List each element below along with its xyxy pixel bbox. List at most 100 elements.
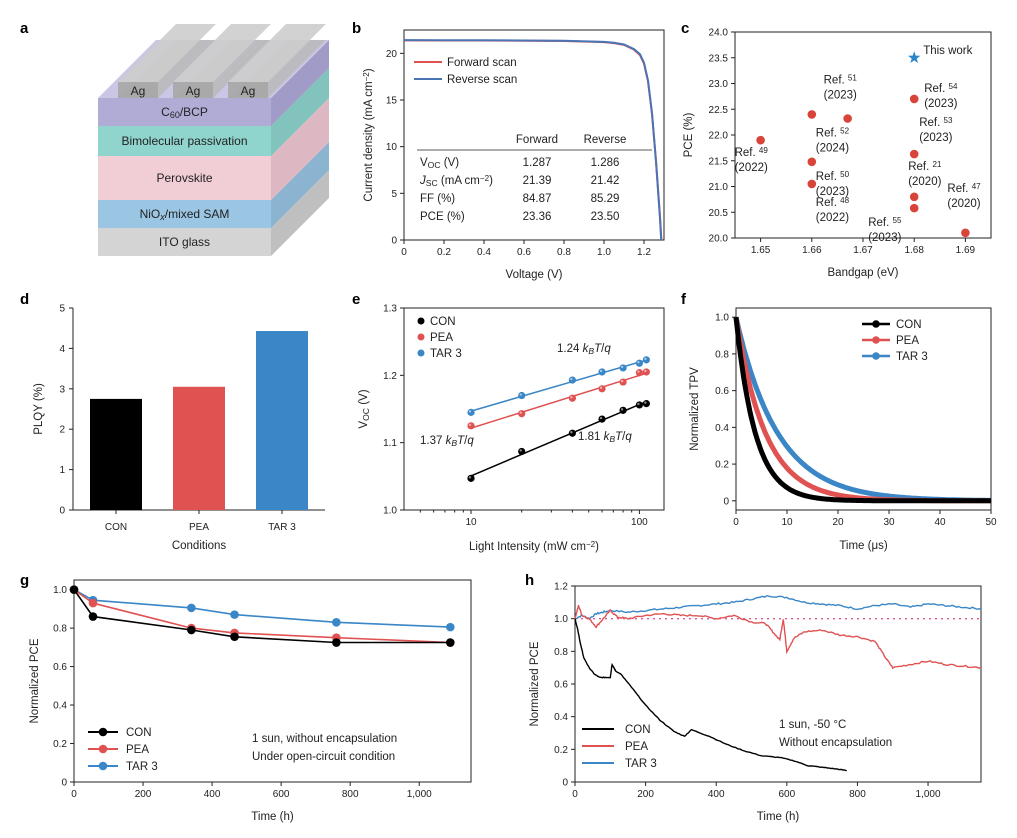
y-tick-label: 0.8 bbox=[715, 349, 729, 360]
data-point bbox=[445, 622, 455, 632]
data-point-highlight bbox=[644, 357, 647, 361]
fit-line-tar3 bbox=[470, 359, 647, 412]
x-tick-label: CON bbox=[105, 522, 127, 533]
data-point bbox=[635, 369, 643, 377]
reference-label: Ref. 53 bbox=[919, 116, 953, 129]
data-point-highlight bbox=[519, 393, 522, 396]
x-tick-label: 0 bbox=[572, 789, 578, 800]
data-point bbox=[230, 632, 239, 642]
x-tick-label: 600 bbox=[778, 789, 795, 800]
data-point-highlight bbox=[519, 411, 522, 414]
data-point-highlight bbox=[570, 431, 573, 434]
data-point bbox=[518, 447, 526, 456]
jv-series-line-1 bbox=[403, 39, 663, 241]
tpv-decay-chart: 0 10 20 30 40 50 0 0.2 0.4 0.6 0.8 1.0 CON PEA TAR 3 Ti… bbox=[689, 307, 997, 552]
data-point bbox=[445, 638, 455, 647]
data-point bbox=[568, 429, 576, 437]
layer-side bbox=[271, 68, 329, 156]
plot-frame bbox=[403, 29, 665, 241]
annotation-text: 1 sun, without encapsulation bbox=[252, 733, 397, 745]
x-axis-label: Light Intensity (mW cm−2) bbox=[469, 540, 599, 553]
reference-label: Ref. 55 bbox=[868, 216, 902, 229]
trace-con bbox=[574, 618, 847, 772]
legend-label: Forward scan bbox=[447, 57, 517, 69]
ag-contact-upper bbox=[228, 24, 326, 82]
panel-letter-g: g bbox=[20, 572, 29, 589]
legend-label: CON bbox=[625, 724, 651, 736]
legend-marker bbox=[417, 317, 425, 325]
panel-letter-f: f bbox=[681, 291, 687, 308]
data-point bbox=[635, 401, 643, 409]
y-tick-label: 22.5 bbox=[709, 105, 729, 116]
data-point bbox=[467, 422, 475, 430]
reference-year: (2023) bbox=[868, 232, 901, 244]
reference-label: Ref. 52 bbox=[816, 126, 850, 139]
reference-point bbox=[807, 110, 817, 119]
y-tick-label: 0 bbox=[391, 236, 397, 247]
x-tick-label: 30 bbox=[883, 517, 895, 528]
fit-slope-label: 1.81 kBT/q bbox=[578, 431, 632, 444]
stability-low-temp-chart: 0 200 400 600 800 1,000 0 0.2 0.4 0.6 0.8 1.0 1.2 CON… bbox=[529, 582, 982, 823]
legend-marker bbox=[98, 727, 108, 737]
data-point-highlight bbox=[637, 361, 640, 364]
panel-letter-h: h bbox=[525, 572, 534, 589]
table-cell-forward: 23.36 bbox=[523, 211, 552, 223]
x-tick-label: 800 bbox=[849, 789, 866, 800]
reference-point bbox=[807, 179, 817, 189]
x-tick-label: 100 bbox=[631, 517, 648, 528]
data-point bbox=[619, 406, 627, 414]
legend-marker bbox=[872, 336, 880, 344]
x-axis-label: Bandgap (eV) bbox=[828, 267, 899, 279]
data-point bbox=[332, 618, 341, 627]
legend-label: CON bbox=[896, 319, 922, 331]
bar-tar-3 bbox=[256, 331, 308, 510]
x-tick-label: 1.66 bbox=[802, 245, 822, 256]
table-cell-forward: 1.287 bbox=[523, 157, 552, 169]
y-tick-label: 5 bbox=[391, 189, 397, 200]
reference-label: Ref. 49 bbox=[735, 146, 769, 159]
data-point bbox=[598, 368, 606, 376]
annotation-text: 1 sun, -50 °C bbox=[779, 719, 846, 731]
y-tick-label: 15 bbox=[386, 96, 398, 107]
data-point bbox=[642, 356, 650, 364]
reference-year: (2023) bbox=[924, 98, 957, 110]
layer-label-nio: NiOx/mixed SAM bbox=[140, 207, 230, 222]
x-tick-label: 10 bbox=[465, 517, 477, 528]
table-cell-forward: 84.87 bbox=[523, 193, 552, 205]
y-tick-label: 0 bbox=[723, 496, 729, 507]
y-tick-label: 23.5 bbox=[709, 53, 729, 64]
layer-label: ITO glass bbox=[159, 235, 210, 249]
data-point-highlight bbox=[570, 396, 573, 399]
x-tick-label: 0.4 bbox=[477, 247, 491, 258]
reference-label: Ref. 48 bbox=[816, 196, 850, 209]
ag-contact-upper bbox=[118, 24, 216, 82]
ag-contact-front bbox=[118, 82, 158, 98]
y-tick-label: 1.3 bbox=[383, 304, 397, 315]
data-point bbox=[187, 625, 196, 635]
reference-label: Ref. 21 bbox=[908, 160, 942, 173]
annotation-text: Under open-circuit condition bbox=[252, 751, 395, 763]
data-point bbox=[187, 603, 196, 613]
data-point-highlight bbox=[620, 408, 624, 411]
y-tick-label: 0.2 bbox=[715, 460, 729, 471]
table-header: Forward bbox=[516, 134, 558, 146]
data-point bbox=[88, 598, 98, 608]
data-point-highlight bbox=[644, 369, 647, 373]
y-tick-label: 1.2 bbox=[554, 582, 568, 593]
data-point bbox=[598, 385, 606, 393]
x-tick-label: 0.6 bbox=[517, 247, 531, 258]
y-tick-label: 1.2 bbox=[383, 371, 397, 382]
x-tick-label: 600 bbox=[273, 789, 290, 800]
legend-label: TAR 3 bbox=[896, 351, 928, 363]
ag-contact-label: Ag bbox=[241, 84, 256, 98]
fit-slope-label: 1.24 kBT/q bbox=[557, 343, 611, 356]
y-tick-label: 0.6 bbox=[554, 680, 568, 691]
x-tick-label: 800 bbox=[342, 789, 359, 800]
reference-point bbox=[961, 228, 970, 238]
layer-label-c60-bcp: C60/BCP bbox=[161, 105, 208, 120]
y-axis-label: Normalized PCE bbox=[29, 638, 41, 723]
reference-point bbox=[909, 192, 919, 202]
table-cell-reverse: 1.286 bbox=[591, 157, 620, 169]
y-tick-label: 2 bbox=[59, 425, 65, 436]
y-tick-label: 3 bbox=[59, 384, 65, 395]
